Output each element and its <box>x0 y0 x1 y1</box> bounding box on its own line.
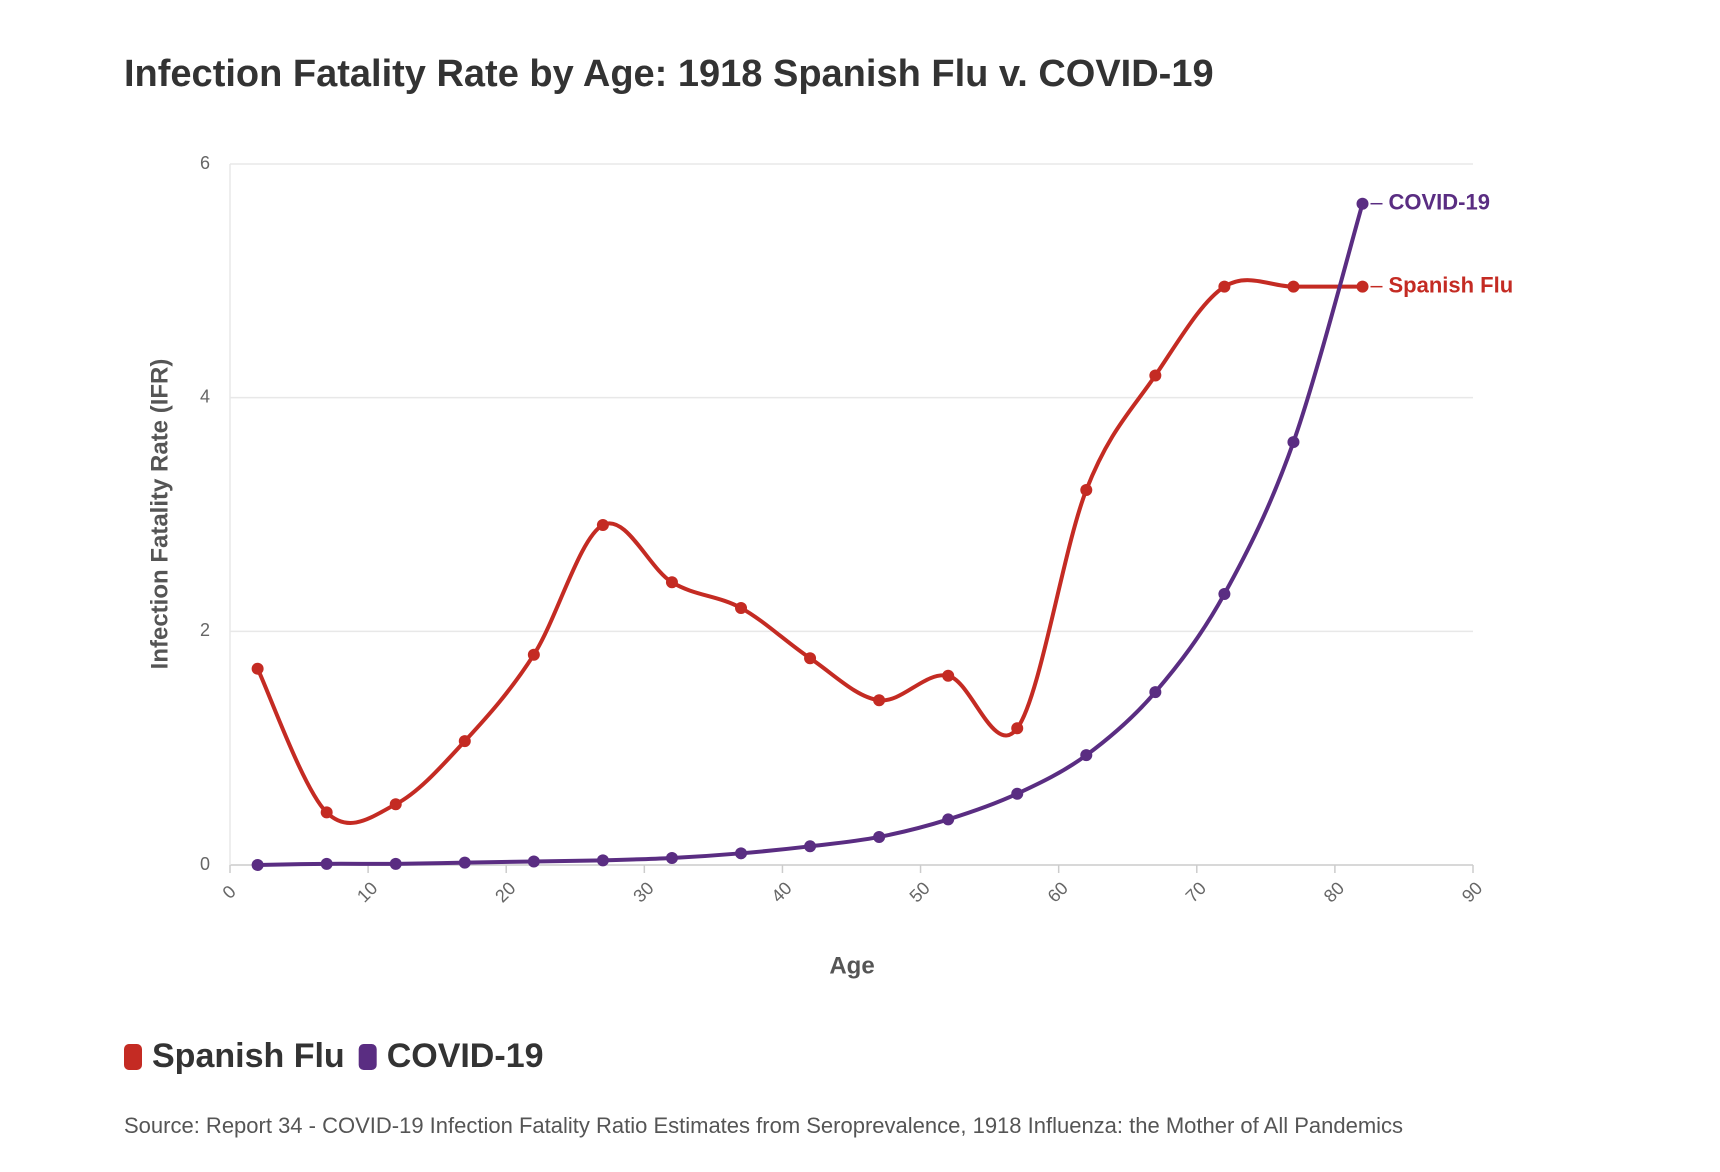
line-label: Spanish Flu <box>1389 272 1514 297</box>
source: Source: Report 34 - COVID-19 Infection F… <box>124 1113 1403 1138</box>
marker <box>1356 197 1369 210</box>
marker <box>804 652 817 665</box>
x-tick-label: 60 <box>1044 878 1072 906</box>
marker <box>389 798 402 811</box>
legend-swatch <box>358 1044 377 1070</box>
marker <box>873 694 886 707</box>
marker <box>1218 587 1231 600</box>
marker <box>1287 436 1300 449</box>
x-tick-label: 30 <box>629 878 657 906</box>
line <box>255 278 1363 825</box>
x-tick-label: 70 <box>1182 878 1210 906</box>
marker <box>942 813 955 826</box>
legend-label[interactable]: Spanish Flu <box>152 1037 345 1075</box>
marker <box>1080 483 1093 496</box>
x-tick-label: 90 <box>1458 878 1486 906</box>
marker <box>1287 280 1300 293</box>
x-axis-label: Age <box>829 952 874 979</box>
y-tick-label: 6 <box>200 153 210 173</box>
marker <box>320 857 333 870</box>
marker <box>873 830 886 843</box>
y-tick-label: 0 <box>200 854 210 874</box>
marker <box>458 856 471 869</box>
x-tick-label: 50 <box>906 878 934 906</box>
marker <box>251 662 264 675</box>
marker <box>527 648 540 661</box>
y-tick-label: 4 <box>200 386 210 406</box>
marker <box>735 601 748 614</box>
line-label: COVID-19 <box>1389 190 1490 215</box>
marker <box>665 851 678 864</box>
x-tick-label: 80 <box>1320 878 1348 906</box>
marker <box>1356 280 1369 293</box>
marker <box>1080 749 1093 762</box>
chart-title: Infection Fatality Rate by Age: 1918 Spa… <box>124 53 1214 95</box>
marker <box>251 859 264 871</box>
marker <box>1011 722 1024 735</box>
marker <box>942 669 955 682</box>
marker <box>804 840 817 853</box>
marker <box>735 847 748 860</box>
marker <box>389 857 402 870</box>
marker <box>596 854 609 867</box>
legend-swatch <box>124 1044 142 1070</box>
marker <box>527 855 540 868</box>
marker <box>1149 369 1162 382</box>
marker <box>458 735 471 748</box>
x-tick-label: 0 <box>219 882 240 903</box>
x-tick-label: 40 <box>767 878 795 906</box>
line <box>257 203 1365 867</box>
x-tick-label: 20 <box>491 878 519 906</box>
y-axis-label: Infection Fatality Rate (IFR) <box>146 359 173 670</box>
marker <box>320 806 333 819</box>
marker <box>1218 280 1231 293</box>
marker <box>1011 787 1024 800</box>
marker <box>1149 686 1162 699</box>
y-tick-label: 2 <box>200 620 210 640</box>
marker <box>596 519 609 532</box>
legend-label[interactable]: COVID-19 <box>387 1037 544 1075</box>
marker <box>665 576 678 589</box>
x-tick-label: 10 <box>353 878 381 906</box>
